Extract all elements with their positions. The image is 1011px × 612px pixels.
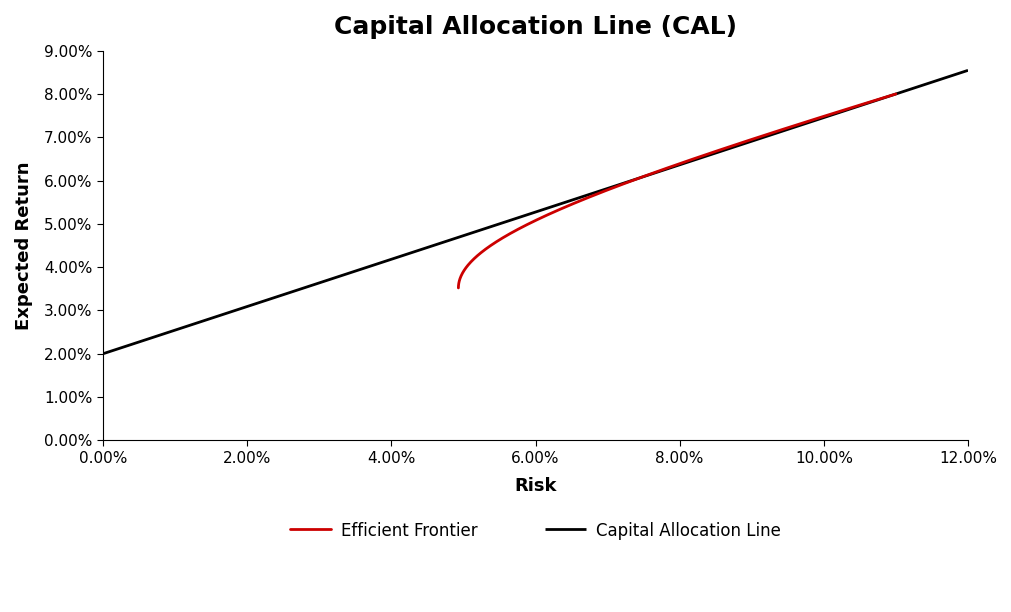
- Efficient Frontier: [452, 284, 464, 291]
- Efficient Frontier: [874, 95, 886, 102]
- Efficient Frontier: [889, 91, 901, 98]
- Y-axis label: Expected Return: Expected Return: [15, 161, 33, 330]
- Legend: Efficient Frontier, Capital Allocation Line: Efficient Frontier, Capital Allocation L…: [283, 515, 788, 547]
- Title: Capital Allocation Line (CAL): Capital Allocation Line (CAL): [334, 15, 736, 39]
- Efficient Frontier: [619, 179, 631, 187]
- X-axis label: Risk: Risk: [514, 477, 556, 495]
- Efficient Frontier: [777, 125, 790, 133]
- Line: Efficient Frontier: Efficient Frontier: [458, 94, 895, 288]
- Efficient Frontier: [586, 192, 599, 200]
- Efficient Frontier: [648, 169, 660, 176]
- Efficient Frontier: [588, 191, 601, 198]
